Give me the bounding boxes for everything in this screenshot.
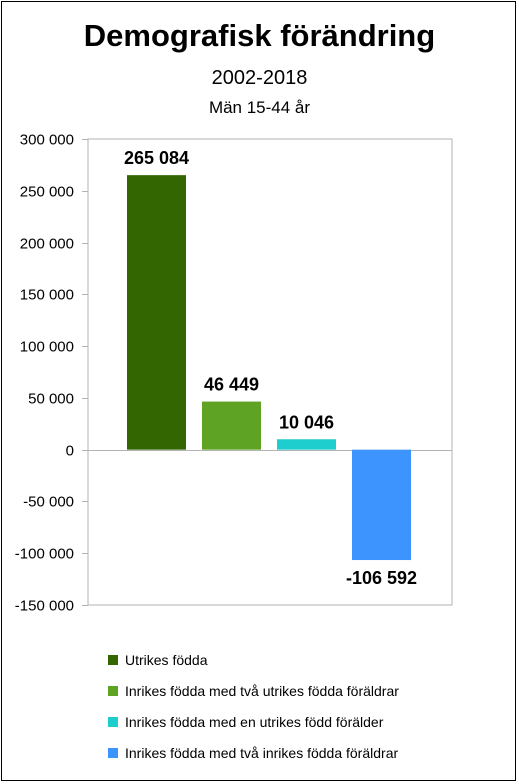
- y-tick-label: 200 000: [20, 236, 74, 253]
- legend-label: Inrikes födda med två utrikes födda förä…: [125, 682, 399, 699]
- legend-swatch: [108, 685, 118, 696]
- bar: [202, 401, 261, 450]
- data-label: 46 449: [204, 375, 259, 395]
- legend-item-en-utrikes: Inrikes födda med en utrikes född föräld…: [108, 706, 399, 737]
- y-tick-label: 300 000: [20, 132, 74, 149]
- legend-label: Inrikes födda med en utrikes född föräld…: [125, 713, 384, 730]
- y-tick-label: -50 000: [23, 494, 74, 511]
- y-tick-label: 250 000: [20, 184, 74, 201]
- data-label: 265 084: [124, 148, 189, 168]
- y-tick-label: 0: [66, 443, 74, 460]
- legend: Utrikes födda Inrikes födda med två utri…: [108, 644, 399, 768]
- legend-swatch: [108, 716, 118, 727]
- legend-item-utrikes: Utrikes födda: [108, 644, 399, 675]
- data-label: 10 046: [279, 412, 334, 432]
- legend-label: Utrikes födda: [125, 651, 208, 668]
- chart-title: Demografisk förändring: [83, 18, 436, 53]
- y-tick-label: 150 000: [20, 287, 74, 304]
- legend-swatch: [108, 654, 118, 665]
- y-tick-label: 100 000: [20, 339, 74, 356]
- bar: [277, 439, 336, 450]
- bar: [127, 175, 186, 450]
- chart-subtitle-group: Män 15-44 år: [208, 98, 311, 117]
- data-label: -106 592: [346, 568, 417, 588]
- legend-label: Inrikes födda med två inrikes födda förä…: [125, 744, 399, 761]
- legend-item-tva-inrikes: Inrikes födda med två inrikes födda förä…: [108, 737, 399, 768]
- chart-subtitle: 2002-2018: [211, 67, 308, 89]
- y-tick-label: -150 000: [15, 598, 74, 615]
- bar: [352, 449, 411, 561]
- legend-item-tva-utrikes: Inrikes födda med två utrikes födda förä…: [108, 675, 399, 706]
- y-tick-label: -100 000: [15, 546, 74, 563]
- y-tick-label: 50 000: [28, 391, 74, 408]
- legend-swatch: [108, 747, 118, 758]
